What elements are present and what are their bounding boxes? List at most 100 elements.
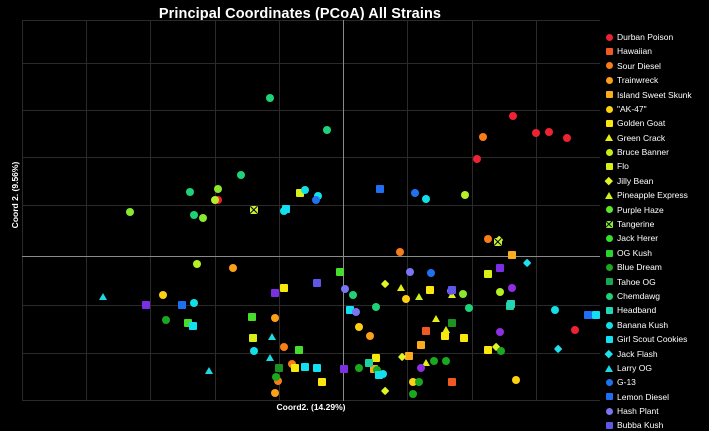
legend-item-island-sweet-skunk[interactable]: Island Sweet Skunk [604, 88, 709, 102]
gridline-vertical [22, 20, 23, 401]
legend-item-label: Flo [617, 161, 629, 172]
data-point [280, 343, 288, 351]
legend-item-label: Jilly Bean [617, 175, 654, 186]
legend-marker-circle-icon [604, 31, 614, 43]
data-point [190, 211, 198, 219]
legend-marker-circle-icon [604, 204, 614, 216]
legend-item-flo[interactable]: Flo [604, 160, 709, 174]
data-point [422, 195, 430, 203]
legend-item-banana-kush[interactable]: Banana Kush [604, 318, 709, 332]
data-point [461, 191, 469, 199]
data-point [584, 311, 592, 319]
legend-item-label: Green Crack [617, 132, 666, 143]
data-point [396, 248, 404, 256]
legend-item-hash-plant[interactable]: Hash Plant [604, 404, 709, 418]
gridline-vertical [215, 20, 216, 401]
data-point [288, 360, 296, 368]
data-point [422, 327, 430, 335]
legend-item-label: Chemdawg [617, 290, 660, 301]
data-point [199, 214, 207, 222]
data-point [280, 207, 288, 215]
data-point [431, 315, 440, 322]
legend-item-chemdawg[interactable]: Chemdawg [604, 289, 709, 303]
data-point [441, 332, 449, 340]
legend-item-label: Tahoe OG [617, 276, 656, 287]
legend-item-og-kush[interactable]: OG Kush [604, 246, 709, 260]
data-point [421, 359, 430, 366]
legend-item-jack-herer[interactable]: Jack Herer [604, 231, 709, 245]
data-point [414, 293, 423, 300]
data-point [494, 238, 502, 246]
gridline-horizontal [22, 400, 600, 401]
data-point [496, 288, 504, 296]
data-point [126, 208, 134, 216]
data-point [512, 376, 520, 384]
data-point [355, 323, 363, 331]
plot-area [22, 20, 600, 401]
data-point [193, 260, 201, 268]
data-point [266, 94, 274, 102]
data-point [291, 364, 299, 372]
data-point [372, 354, 380, 362]
data-point [98, 293, 107, 300]
data-point [376, 185, 384, 193]
legend-item-label: G-13 [617, 377, 636, 388]
gridline-horizontal [22, 63, 600, 64]
data-point [296, 189, 304, 197]
data-point [447, 287, 455, 295]
legend-item-hawaiian[interactable]: Hawaiian [604, 44, 709, 58]
legend-item-label: Hawaiian [617, 46, 652, 57]
legend-marker-triangle-icon [604, 132, 614, 144]
data-point [380, 279, 390, 289]
legend-item-bubba-kush[interactable]: Bubba Kush [604, 419, 709, 431]
legend-item-headband[interactable]: Headband [604, 303, 709, 317]
data-point [442, 357, 450, 365]
legend-item-tahoe-og[interactable]: Tahoe OG [604, 275, 709, 289]
legend-item-larry-og[interactable]: Larry OG [604, 361, 709, 375]
data-point [184, 319, 192, 327]
legend-item-label: Golden Goat [617, 118, 666, 129]
data-point [496, 328, 504, 336]
legend-item-trainwreck[interactable]: Trainwreck [604, 73, 709, 87]
legend-item-durban-poison[interactable]: Durban Poison [604, 30, 709, 44]
data-point [402, 295, 410, 303]
data-point [318, 378, 326, 386]
legend-item-jilly-bean[interactable]: Jilly Bean [604, 174, 709, 188]
legend-item-blue-dream[interactable]: Blue Dream [604, 260, 709, 274]
data-point [271, 389, 279, 397]
legend-item-label: Pineapple Express [617, 190, 688, 201]
legend-item-bruce-banner[interactable]: Bruce Banner [604, 145, 709, 159]
legend-item-girl-scout-cookies[interactable]: Girl Scout Cookies [604, 332, 709, 346]
legend-item-sour-diesel[interactable]: Sour Diesel [604, 59, 709, 73]
legend-item-g-13[interactable]: G-13 [604, 375, 709, 389]
legend-item-jack-flash[interactable]: Jack Flash [604, 347, 709, 361]
data-point [267, 333, 276, 340]
legend-item-purple-haze[interactable]: Purple Haze [604, 203, 709, 217]
legend-marker-square-icon [604, 89, 614, 101]
legend-item-label: Lemon Diesel [617, 391, 669, 402]
data-point [563, 134, 571, 142]
legend[interactable]: Durban Poison Hawaiian Sour Diesel Trainwre… [604, 30, 709, 431]
legend-item-golden-goat[interactable]: Golden Goat [604, 116, 709, 130]
legend-item-pineapple-express[interactable]: Pineapple Express [604, 188, 709, 202]
gridline-vertical [536, 20, 537, 401]
gridline-vertical [150, 20, 151, 401]
gridline-horizontal [22, 205, 600, 206]
data-point [189, 322, 197, 330]
legend-item-tangerine[interactable]: Tangerine [604, 217, 709, 231]
legend-item-green-crack[interactable]: Green Crack [604, 131, 709, 145]
legend-item-label: Hash Plant [617, 406, 659, 417]
data-point [506, 302, 514, 310]
data-point [494, 235, 504, 245]
data-point [204, 367, 213, 374]
data-point [491, 342, 501, 352]
gridline-vertical [279, 20, 280, 401]
data-point [484, 270, 492, 278]
gridline-horizontal [22, 110, 600, 111]
data-point [448, 286, 456, 294]
gridline-horizontal [22, 305, 600, 306]
data-point [379, 370, 387, 378]
legend-item-ak-47[interactable]: "AK-47" [604, 102, 709, 116]
legend-item-lemon-diesel[interactable]: Lemon Diesel [604, 390, 709, 404]
